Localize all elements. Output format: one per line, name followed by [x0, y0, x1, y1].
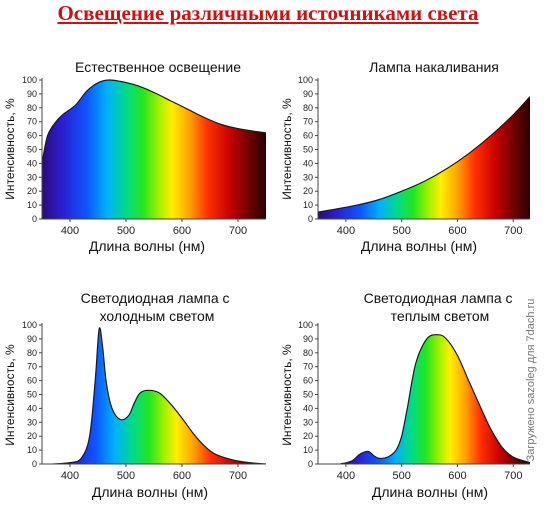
y-axis-label-3: Интенсивность, %: [280, 344, 294, 446]
plot-area-1: 0 10 20 30 40 50 60 70 80 90 100 400 500 600 700: [298, 75, 530, 237]
x-axis-label-2: Длина волны (нм): [92, 484, 208, 500]
watermark-text: Загружено sazoleg для 7dach.ru: [525, 298, 537, 462]
x-tick-label-2: 400: [61, 470, 79, 482]
series-line-3: [340, 334, 530, 464]
y-tick-label-3: 90: [303, 334, 313, 344]
y-tick-label-2: 70: [27, 362, 37, 372]
y-tick-label-0: 50: [27, 145, 37, 155]
x-tick-label-3: 700: [504, 470, 522, 482]
page-title: Освещение различными источниками света: [57, 1, 479, 25]
y-tick-label-0: 90: [27, 89, 37, 99]
y-tick-label-1: 90: [303, 89, 313, 99]
y-tick-label-0: 40: [27, 158, 37, 168]
x-tick-label-1: 700: [504, 225, 522, 237]
x-tick-label-1: 400: [337, 225, 355, 237]
spectrum-area-0: [42, 79, 266, 219]
spectrum-area-3: [340, 334, 530, 464]
y-tick-label-2: 80: [27, 348, 37, 358]
y-tick-label-0: 100: [22, 75, 37, 85]
panel-1: Лампа накаливания 0 10 20 30 40 50 60 70 80 90 100…: [280, 59, 530, 254]
plot-area-2: 0 10 20 30 40 50 60 70 80 90 100 400 500 600 700: [22, 320, 266, 482]
y-tick-label-2: 10: [27, 445, 37, 455]
series-line-2: [53, 327, 266, 464]
y-tick-label-3: 70: [303, 362, 313, 372]
y-tick-label-3: 50: [303, 390, 313, 400]
y-tick-label-1: 30: [303, 172, 313, 182]
y-tick-label-2: 20: [27, 431, 37, 441]
x-tick-label-0: 700: [229, 225, 247, 237]
y-tick-label-1: 20: [303, 186, 313, 196]
y-tick-label-2: 30: [27, 417, 37, 427]
x-tick-label-0: 400: [61, 225, 79, 237]
spectrum-area-1: [318, 96, 530, 219]
y-tick-label-1: 100: [298, 75, 313, 85]
y-tick-label-0: 60: [27, 131, 37, 141]
y-tick-label-0: 30: [27, 172, 37, 182]
x-tick-label-2: 500: [117, 470, 135, 482]
x-tick-label-2: 700: [229, 470, 247, 482]
plot-area-3: 0 10 20 30 40 50 60 70 80 90 100 400 500 600 700: [298, 320, 530, 482]
y-tick-label-2: 0: [32, 459, 37, 469]
panel-0: Естественное освещение 0 10 20 30 40 50 60 70 80…: [3, 59, 266, 254]
y-tick-label-1: 40: [303, 158, 313, 168]
y-axis-label-1: Интенсивность, %: [280, 98, 294, 200]
y-axis-label-0: Интенсивность, %: [3, 98, 17, 200]
y-axis-label-2: Интенсивность, %: [3, 344, 17, 446]
y-tick-label-0: 20: [27, 186, 37, 196]
series-line-1: [318, 96, 530, 213]
spectrum-area-2: [53, 327, 266, 464]
y-tick-label-3: 80: [303, 348, 313, 358]
y-tick-label-0: 80: [27, 103, 37, 113]
y-tick-label-3: 0: [308, 459, 313, 469]
y-tick-label-2: 90: [27, 334, 37, 344]
x-tick-label-1: 500: [393, 225, 411, 237]
y-tick-label-1: 80: [303, 103, 313, 113]
y-tick-label-1: 70: [303, 117, 313, 127]
y-tick-label-1: 50: [303, 145, 313, 155]
chart-title-2-line-2: холодным светом: [100, 308, 215, 324]
x-axis-label-0: Длина волны (нм): [89, 238, 205, 254]
x-tick-label-0: 500: [117, 225, 135, 237]
x-tick-label-2: 600: [173, 470, 191, 482]
y-tick-label-0: 10: [27, 200, 37, 210]
chart-title-0: Естественное освещение: [75, 59, 241, 75]
x-tick-label-3: 400: [337, 470, 355, 482]
plot-area-0: 0 10 20 30 40 50 60 70 80 90 100 400 500 600 700: [22, 75, 266, 237]
chart-title-1: Лампа накаливания: [369, 59, 499, 75]
x-axis-label-1: Длина волны (нм): [361, 238, 477, 254]
x-tick-label-0: 600: [173, 225, 191, 237]
y-tick-label-3: 30: [303, 417, 313, 427]
y-tick-label-2: 60: [27, 376, 37, 386]
x-tick-label-3: 500: [393, 470, 411, 482]
chart-title-3-line-2: теплым светом: [391, 308, 490, 324]
y-tick-label-2: 50: [27, 390, 37, 400]
chart-title-2: Светодиодная лампа с холодным светом: [81, 290, 234, 324]
y-tick-label-2: 100: [22, 320, 37, 330]
chart-title-3: Светодиодная лампа с теплым светом: [364, 290, 517, 324]
y-tick-label-2: 40: [27, 403, 37, 413]
x-axis-label-3: Длина волны (нм): [372, 484, 488, 500]
series-line-0: [42, 79, 266, 164]
y-tick-label-3: 60: [303, 376, 313, 386]
chart-title-2-line-1: Светодиодная лампа с: [81, 290, 230, 306]
y-tick-label-3: 10: [303, 445, 313, 455]
panel-2: Светодиодная лампа с холодным светом 0 10…: [3, 290, 266, 500]
y-tick-label-1: 60: [303, 131, 313, 141]
y-tick-label-1: 10: [303, 200, 313, 210]
x-tick-label-3: 600: [448, 470, 466, 482]
y-tick-label-1: 0: [308, 214, 313, 224]
panel-3: Светодиодная лампа с теплым светом 0 10 20…: [280, 290, 530, 500]
chart-title-3-line-1: Светодиодная лампа с: [364, 290, 513, 306]
y-tick-label-3: 20: [303, 431, 313, 441]
x-tick-label-1: 600: [448, 225, 466, 237]
y-tick-label-3: 100: [298, 320, 313, 330]
y-tick-label-0: 70: [27, 117, 37, 127]
y-tick-label-3: 40: [303, 403, 313, 413]
y-tick-label-0: 0: [32, 214, 37, 224]
